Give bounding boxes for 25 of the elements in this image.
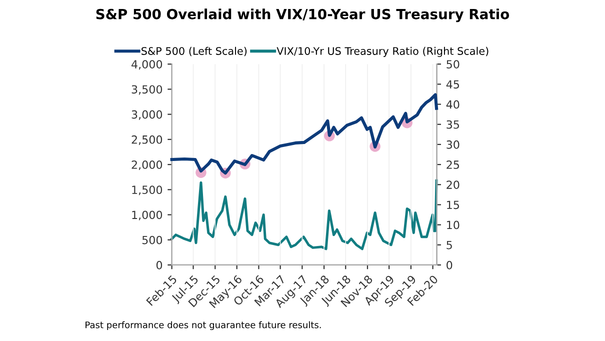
y2-tick-label: 5 [446,240,452,250]
line-series [170,179,438,250]
y2-tick-label: 40 [446,100,460,109]
y-tick-label: 0 [156,260,162,270]
y2-tick-label: 30 [446,140,460,149]
legend-label: S&P 500 (Left Scale) [142,46,247,56]
y-tick-label: 3,000 [132,110,162,120]
y-tick-label: 3,500 [132,85,162,95]
y2-tick-label: 50 [446,60,460,68]
y2-tick-label: 10 [447,220,460,230]
legend-label: VIX/10-Yr US Treasury Ratio (Right Scale) [276,46,488,57]
y-tick-label: 1,000 [132,210,162,220]
y2-tick-label: 45 [446,80,460,89]
y-tick-label: 4,000 [132,60,162,70]
y-tick-label: 2,500 [132,135,162,145]
y-tick-label: 2,000 [132,160,162,170]
y-tick-label: 500 [142,236,162,244]
y-tick-label: 1,500 [132,186,162,196]
y2-tick-label: 35 [446,120,460,129]
y2-tick-label: 20 [446,180,460,189]
chart-title: S&P 500 Overlaid with VIX/10-Year US Treasury Ratio [96,8,510,22]
y2-tick-label: 25 [446,160,460,169]
text: Past performance does not guarantee future results. [86,321,321,330]
y2-tick-label: 0 [446,260,452,270]
y2-tick-label: 15 [447,200,460,210]
